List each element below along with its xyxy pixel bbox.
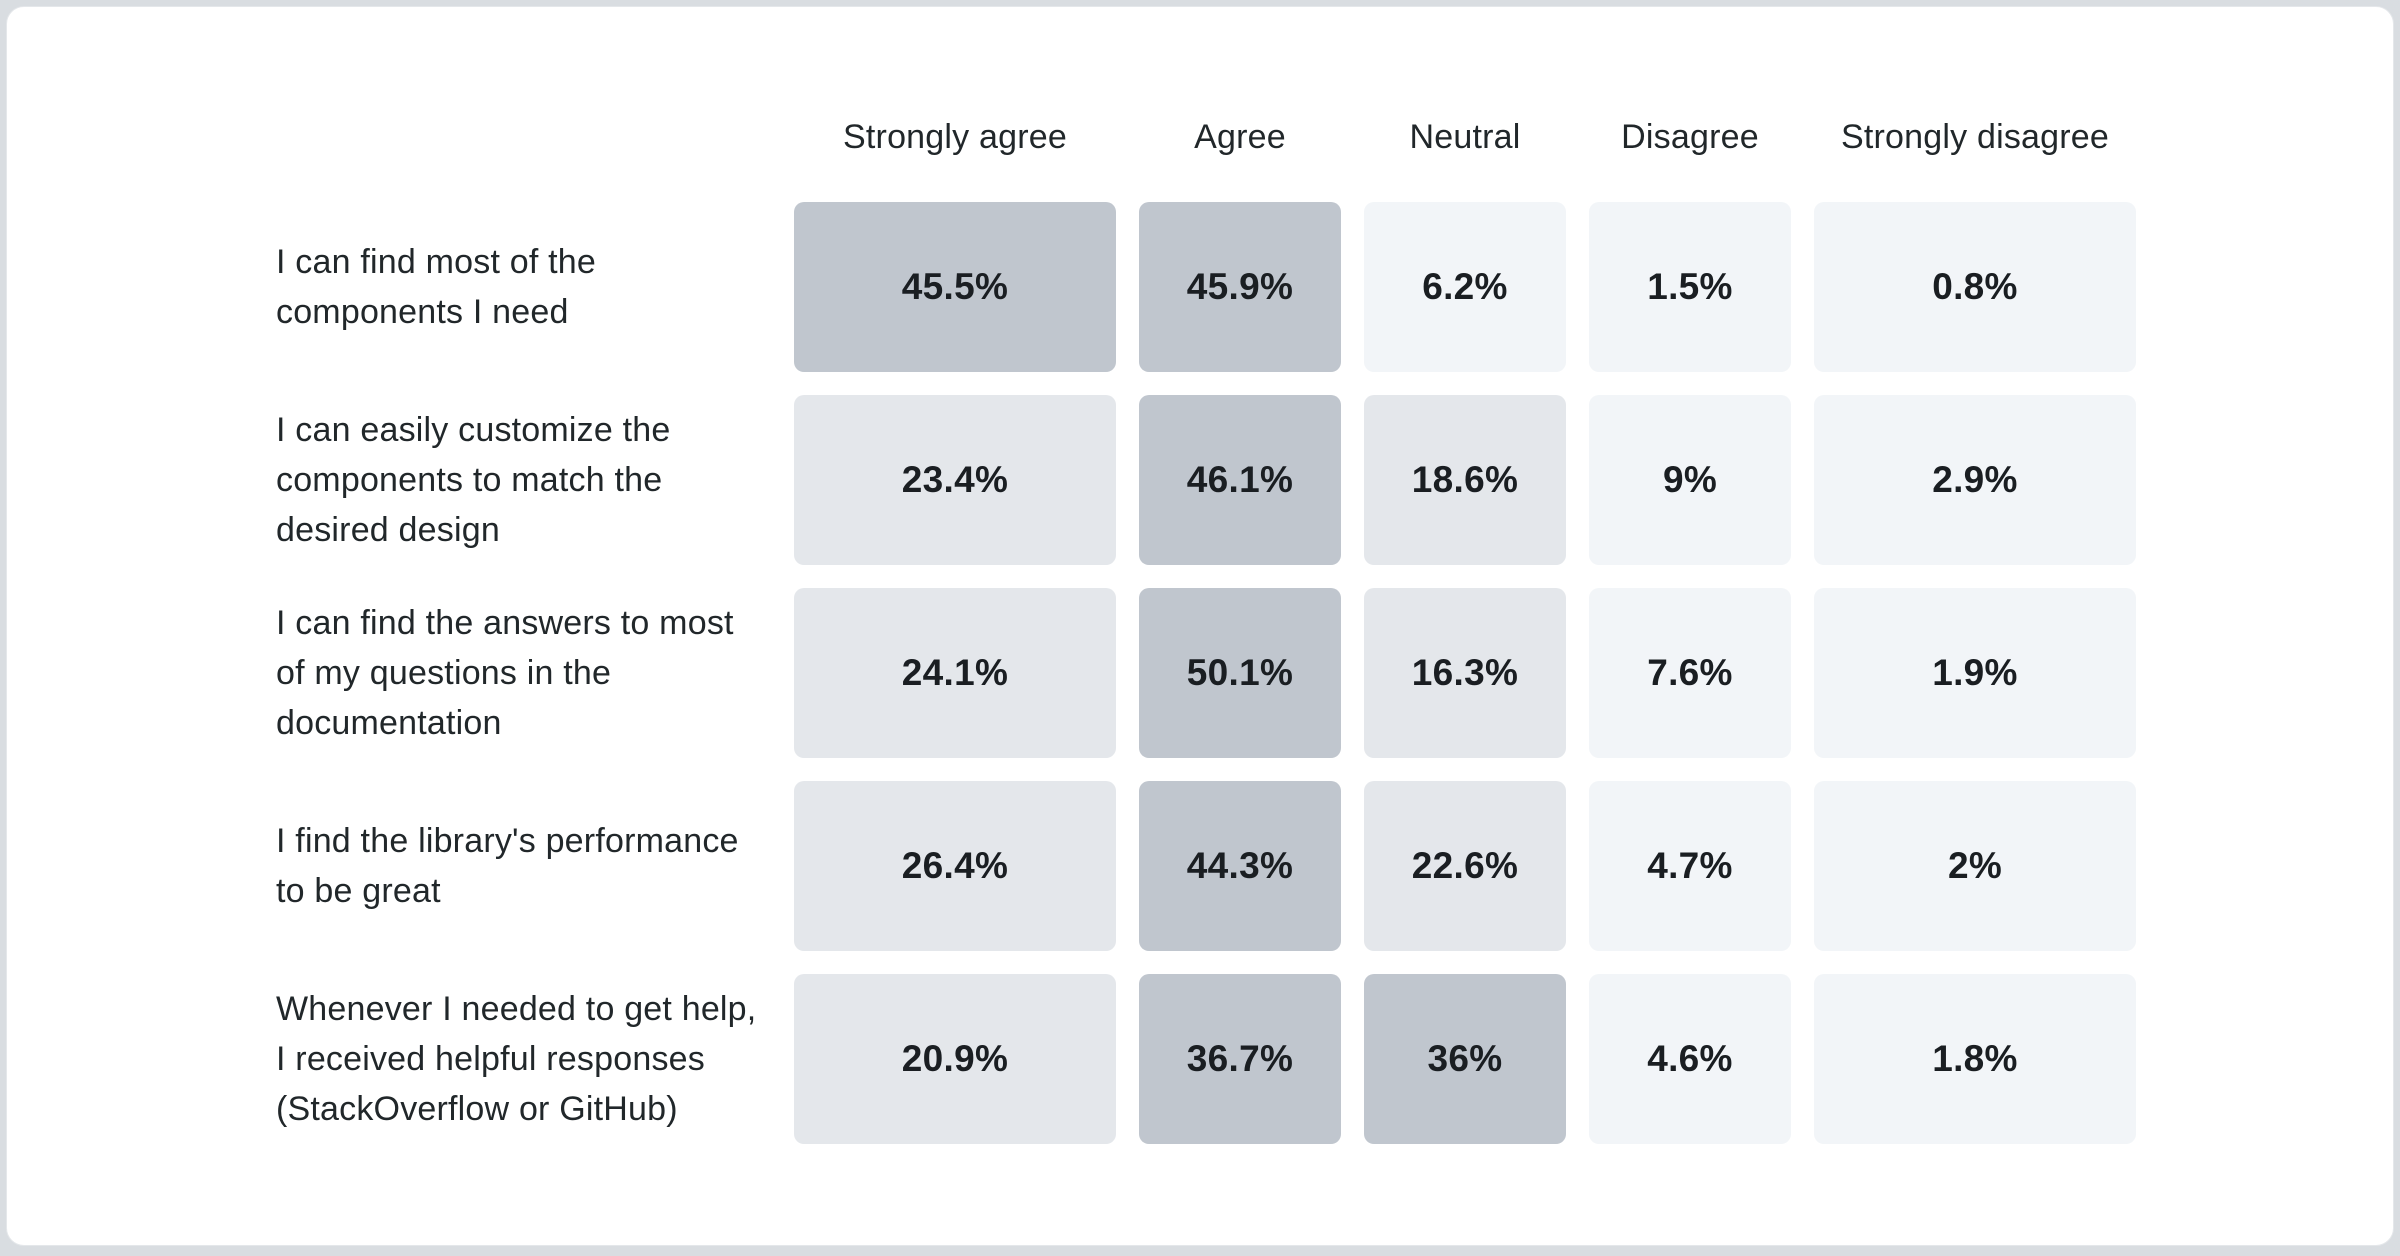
column-header-agree: Agree — [1194, 117, 1286, 156]
cell-value: 26.4% — [901, 845, 1009, 886]
column-header-strongly-agree: Strongly agree — [843, 117, 1067, 156]
cell-value: 2% — [1947, 845, 2003, 886]
row-label: I find the library's performance to be g… — [276, 822, 739, 910]
cell-value: 46.1% — [1186, 459, 1294, 500]
heatmap-cell: 0.8% — [1814, 202, 2136, 372]
cell-value: 1.9% — [1932, 652, 2018, 693]
cell-value: 4.7% — [1647, 845, 1733, 886]
heatmap-cell: 36.7% — [1139, 974, 1341, 1144]
column-header-neutral: Neutral — [1409, 117, 1521, 156]
cell-value: 36.7% — [1186, 1038, 1294, 1079]
cell-value: 4.6% — [1647, 1038, 1733, 1079]
heatmap-cell: 2.9% — [1814, 395, 2136, 565]
survey-results-card: Strongly agree Agree Neutral Disagree St… — [6, 6, 2394, 1246]
cell-value: 18.6% — [1411, 459, 1519, 500]
cell-value: 36% — [1427, 1038, 1503, 1079]
heatmap-cell: 1.9% — [1814, 588, 2136, 758]
cell-value: 6.2% — [1422, 266, 1508, 307]
row-label: I can find most of the components I need — [276, 243, 597, 331]
heatmap-cell: 1.5% — [1589, 202, 1791, 372]
heatmap-cell: 44.3% — [1139, 781, 1341, 951]
cell-value: 0.8% — [1932, 266, 2018, 307]
cell-value: 22.6% — [1411, 845, 1519, 886]
cell-value: 2.9% — [1932, 459, 2018, 500]
cell-value: 44.3% — [1186, 845, 1294, 886]
cell-value: 1.8% — [1932, 1038, 2018, 1079]
heatmap-cell: 7.6% — [1589, 588, 1791, 758]
heatmap-cell: 9% — [1589, 395, 1791, 565]
row-label: I can easily customize the components to… — [276, 411, 671, 549]
cell-value: 50.1% — [1186, 652, 1294, 693]
cell-value: 45.5% — [901, 266, 1009, 307]
column-header-disagree: Disagree — [1621, 117, 1759, 156]
cell-value: 45.9% — [1186, 266, 1294, 307]
heatmap-cell: 46.1% — [1139, 395, 1341, 565]
heatmap-cell: 36% — [1364, 974, 1566, 1144]
heatmap-cell: 45.5% — [794, 202, 1116, 372]
cell-value: 7.6% — [1647, 652, 1733, 693]
heatmap-cell: 23.4% — [794, 395, 1116, 565]
heatmap-cell: 6.2% — [1364, 202, 1566, 372]
heatmap-cell: 1.8% — [1814, 974, 2136, 1144]
likert-heatmap-table: Strongly agree Agree Neutral Disagree St… — [276, 95, 2136, 1144]
cell-value: 9% — [1662, 459, 1718, 500]
heatmap-cell: 20.9% — [794, 974, 1116, 1144]
heatmap-cell: 4.7% — [1589, 781, 1791, 951]
heatmap-cell: 45.9% — [1139, 202, 1341, 372]
cell-value: 23.4% — [901, 459, 1009, 500]
heatmap-cell: 18.6% — [1364, 395, 1566, 565]
heatmap-cell: 24.1% — [794, 588, 1116, 758]
heatmap-cell: 2% — [1814, 781, 2136, 951]
cell-value: 16.3% — [1411, 652, 1519, 693]
heatmap-cell: 22.6% — [1364, 781, 1566, 951]
row-label: I can find the answers to most of my que… — [276, 604, 734, 742]
row-label: Whenever I needed to get help, I receive… — [276, 990, 757, 1128]
heatmap-cell: 4.6% — [1589, 974, 1791, 1144]
heatmap-cell: 26.4% — [794, 781, 1116, 951]
cell-value: 1.5% — [1647, 266, 1733, 307]
corner-spacer — [276, 95, 771, 179]
cell-value: 24.1% — [901, 652, 1009, 693]
column-header-strongly-disagree: Strongly disagree — [1841, 117, 2109, 156]
cell-value: 20.9% — [901, 1038, 1009, 1079]
heatmap-cell: 16.3% — [1364, 588, 1566, 758]
heatmap-cell: 50.1% — [1139, 588, 1341, 758]
